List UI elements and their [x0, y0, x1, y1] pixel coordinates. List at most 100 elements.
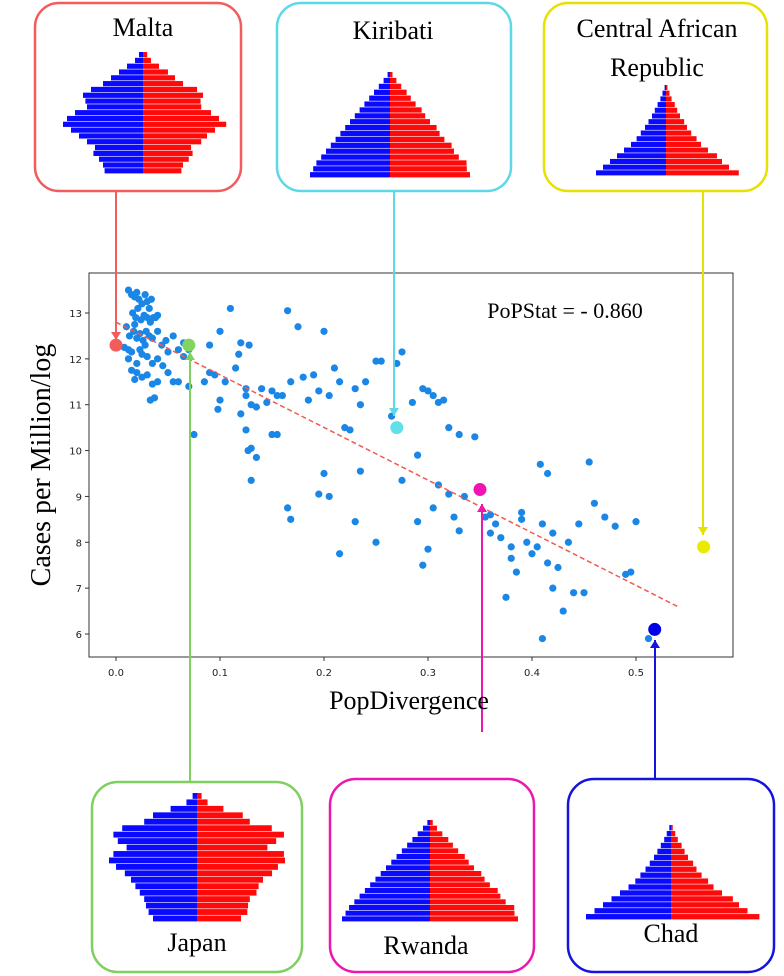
pyramid-bar-female [430, 837, 449, 843]
label-car-line2: Republic [610, 53, 704, 82]
pyramid-bar-male [345, 910, 430, 916]
data-point [471, 433, 479, 441]
data-point [351, 518, 359, 526]
data-point [315, 387, 323, 395]
data-point [263, 398, 271, 407]
pyramid-bar-male [645, 124, 666, 130]
pyramid-bar-male [104, 168, 143, 174]
pyramid-bar-female [666, 85, 668, 91]
pyramid-bar-male [654, 854, 671, 861]
pyramid-bar-female [430, 888, 498, 894]
data-point [549, 584, 557, 592]
pyramid-bar-female [197, 909, 248, 915]
data-point [518, 515, 526, 523]
highlight-point [390, 421, 404, 435]
pyramid-bar-male [124, 870, 197, 877]
pyramid-bar-male [117, 838, 197, 844]
pyramid-bar-female [143, 121, 227, 127]
pyramid-bar-female [197, 883, 259, 890]
data-point [523, 538, 531, 546]
y-tick-label: 7 [76, 584, 82, 595]
pyramid-bar-female [197, 838, 277, 844]
box-japan: Japan [90, 780, 304, 974]
x-tick-label: 0.5 [628, 668, 644, 679]
pyramid-bar-female [390, 130, 440, 137]
label-kiribati: Kiribati [353, 16, 434, 45]
pyramid-bar-female [197, 825, 272, 832]
pyramid-bar-male [635, 878, 671, 884]
pyramid-bar-female [143, 127, 215, 133]
pyramid-bar-female [666, 90, 670, 96]
data-point [211, 371, 219, 379]
data-point [336, 550, 344, 558]
pyramid-bar-male [649, 860, 671, 866]
data-point [429, 391, 437, 400]
data-point [627, 568, 635, 576]
data-point [128, 366, 136, 374]
pyramid-bar-male [636, 136, 666, 142]
pyramid-bar-female [671, 842, 682, 849]
pyramid-bar-male [153, 915, 197, 922]
pyramid-bar-male [407, 842, 430, 848]
data-point [554, 563, 562, 572]
data-point [141, 291, 149, 299]
data-point [398, 348, 406, 356]
pyramid-bar-female [671, 908, 748, 914]
pyramid-bar-female [197, 818, 250, 825]
pyramid-bar-female [197, 844, 268, 851]
data-point [356, 401, 364, 409]
pyramid-bar-male [374, 89, 390, 95]
pyramid-bar-female [671, 860, 694, 866]
data-point [252, 403, 260, 411]
data-point [632, 518, 640, 526]
pyramid-central-african-republic [596, 85, 739, 176]
pyramid-bar-male [313, 166, 390, 172]
arrow-head [111, 332, 121, 340]
pyramid-bar-female [197, 831, 284, 838]
pyramid-bar-male [617, 153, 666, 159]
data-point [325, 492, 333, 501]
data-point [284, 504, 292, 512]
pyramid-bar-male [113, 851, 197, 857]
pyramid-bar-male [122, 825, 197, 832]
data-point [346, 426, 354, 434]
y-tick-label: 11 [69, 401, 82, 412]
pyramid-bar-male [153, 812, 197, 819]
pyramid-bar-female [390, 136, 445, 143]
pyramid-bar-female [197, 793, 202, 799]
data-point [455, 430, 463, 439]
data-point [325, 391, 333, 400]
data-point [154, 378, 162, 386]
pyramid-bar-female [671, 866, 697, 872]
pyramid-bar-male [594, 908, 671, 914]
data-point [644, 634, 653, 643]
pyramid-bar-female [143, 75, 175, 81]
data-point [310, 371, 318, 379]
pyramid-bar-female [197, 889, 257, 896]
pyramid-bar-female [197, 876, 263, 883]
data-point [273, 391, 281, 400]
data-point [414, 518, 422, 526]
pyramid-bar-male [139, 52, 143, 58]
pyramid-bar-female [430, 871, 482, 877]
pyramid-bar-male [135, 57, 143, 64]
pyramid-bar-female [143, 162, 183, 168]
data-point [258, 385, 266, 393]
data-point [455, 527, 463, 535]
data-point [214, 405, 222, 413]
data-point [294, 323, 302, 331]
pyramid-bar-male [99, 156, 143, 162]
pyramid-bar-male [170, 805, 197, 812]
pyramid-japan [109, 793, 285, 922]
data-point [148, 359, 156, 368]
pyramid-bar-female [430, 820, 433, 826]
label-rwanda: Rwanda [383, 931, 469, 960]
pyramid-bar-male [119, 69, 143, 75]
data-point [445, 424, 453, 432]
data-point [216, 396, 224, 404]
data-point [330, 364, 338, 372]
pyramid-bar-male [664, 85, 666, 91]
pyramid-bar-female [430, 854, 465, 860]
pyramid-bar-female [143, 104, 202, 110]
